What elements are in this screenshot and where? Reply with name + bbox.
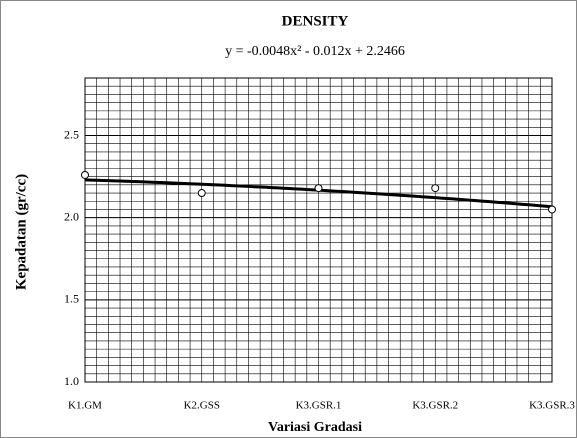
x-tick-label: K3.GSR.1	[296, 400, 342, 412]
x-axis-label: Variasi Gradasi	[268, 420, 362, 435]
point	[548, 205, 556, 214]
y-tick-label: 1.0	[64, 374, 79, 388]
x-tick-label: K3.GSR.3	[529, 400, 575, 412]
x-tick-label: K3.GSR.2	[412, 400, 458, 412]
x-tick-label: K1.GM	[68, 400, 102, 412]
chart-title: DENSITY	[282, 13, 349, 29]
y-tick-label: 1.5	[64, 292, 79, 306]
point	[314, 184, 323, 193]
point	[81, 170, 89, 179]
x-tick-label: K2.GSS	[184, 400, 220, 412]
point	[431, 184, 440, 193]
point	[197, 189, 206, 198]
y-tick-label: 2.0	[64, 209, 79, 223]
trendline-equation: y = -0.0048x² - 0.012x + 2.2466	[225, 44, 405, 59]
y-tick-label: 2.5	[64, 127, 79, 141]
plot-frame	[84, 77, 553, 383]
y-axis-label: Kepadatan (gr/cc)	[13, 174, 29, 290]
